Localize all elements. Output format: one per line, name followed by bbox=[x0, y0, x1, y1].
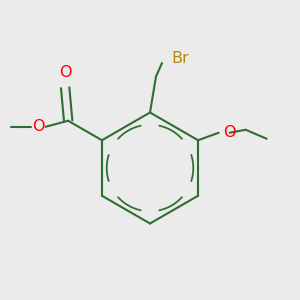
Text: O: O bbox=[223, 125, 236, 140]
Text: O: O bbox=[59, 65, 71, 80]
Text: O: O bbox=[32, 119, 44, 134]
Text: Br: Br bbox=[171, 51, 189, 66]
